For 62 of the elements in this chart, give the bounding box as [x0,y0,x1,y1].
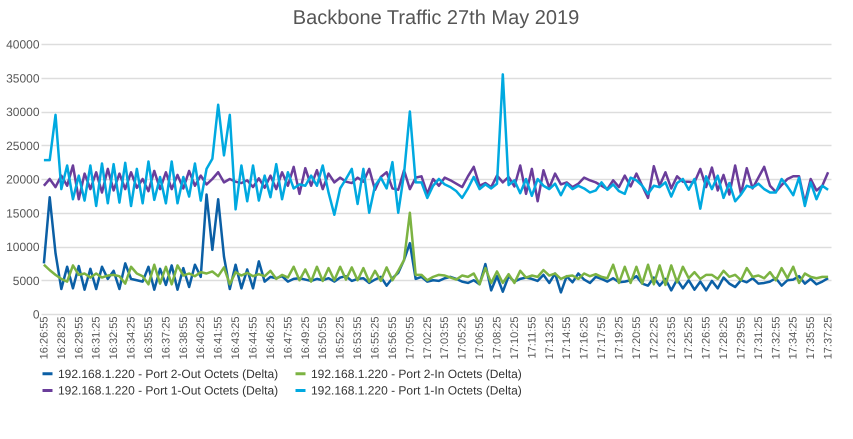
x-tick-label: 17:05:25 [456,316,469,360]
x-tick-label: 16:46:25 [264,316,277,360]
x-tick-label: 17:28:25 [718,316,730,360]
x-tick-label: 16:26:55 [38,316,50,360]
x-tick-label: 17:31:25 [752,316,765,360]
x-tick-label: 17:02:25 [422,316,434,360]
x-tick-label: 16:50:55 [317,316,330,360]
x-tick-label: 16:34:25 [126,316,138,360]
x-tick-label: 16:56:55 [386,316,399,360]
chart-title: Backbone Traffic 27th May 2019 [292,7,580,29]
x-tick-label: 17:11:55 [526,316,538,359]
x-tick-label: 16:41:55 [212,316,225,360]
x-tick-label: 17:23:55 [666,316,678,360]
x-tick-label: 16:52:25 [334,316,347,360]
x-tick-label: 16:32:55 [108,316,120,360]
x-tick-label: 16:47:55 [282,316,294,360]
legend-label: 192.168.1.220 - Port 2-Out Octets (Delta) [58,366,278,381]
y-tick-label: 20000 [6,172,40,186]
x-tick-label: 17:22:25 [648,316,660,360]
y-tick-label: 35000 [6,71,40,86]
y-tick-label: 40000 [6,38,40,52]
line-series [42,212,830,286]
x-tick-label: 17:03:55 [439,316,452,360]
x-tick-label: 16:43:25 [230,316,242,360]
legend-label: 192.168.1.220 - Port 1-In Octets (Delta) [311,384,522,398]
x-tick-label: 17:37:25 [822,316,835,360]
x-tick-label: 16:28:25 [56,316,68,360]
x-tick-label: 17:16:25 [578,316,591,360]
x-tick-label: 17:13:25 [544,316,556,360]
x-tick-label: 16:35:55 [142,316,155,360]
x-tick-label: 17:35:55 [805,316,818,360]
x-tick-label: 17:00:55 [404,316,416,360]
x-tick-label: 17:25:25 [683,316,696,360]
x-tick-label: 17:06:55 [474,316,486,360]
x-tick-label: 16:31:25 [90,316,103,360]
x-tick-label: 16:38:55 [178,316,190,360]
line-series [42,73,830,216]
x-tick-label: 17:10:25 [508,316,521,360]
x-tick-label: 16:55:25 [370,316,382,360]
x-tick-label: 17:29:55 [735,316,748,360]
x-tick-label: 16:40:25 [195,316,208,360]
x-tick-label: 16:44:55 [248,316,260,360]
x-tick-label: 17:17:55 [596,316,608,360]
x-tick-label: 17:34:25 [788,316,800,360]
x-tick-label: 16:53:55 [352,316,364,360]
y-tick-label: 25000 [6,138,40,153]
y-tick-label: 5000 [12,274,40,288]
legend-label: 192.168.1.220 - Port 2-In Octets (Delta) [311,366,522,381]
y-tick-label: 10000 [6,240,40,254]
x-tick-label: 17:08:25 [491,316,504,360]
legend-label: 192.168.1.220 - Port 1-Out Octets (Delta) [58,384,278,398]
x-tick-label: 17:26:55 [700,316,713,360]
x-tick-label: 17:14:55 [561,316,574,360]
y-tick-label: 15000 [6,206,40,220]
x-tick-label: 16:29:55 [73,316,86,360]
x-tick-label: 17:19:25 [613,316,626,360]
x-tick-label: 17:20:55 [630,316,643,360]
x-tick-label: 16:37:25 [160,316,172,360]
x-tick-label: 17:32:55 [770,316,782,360]
y-tick-label: 30000 [6,105,40,119]
y-tick-label: 0 [32,308,40,322]
x-tick-label: 16:49:25 [300,316,312,360]
